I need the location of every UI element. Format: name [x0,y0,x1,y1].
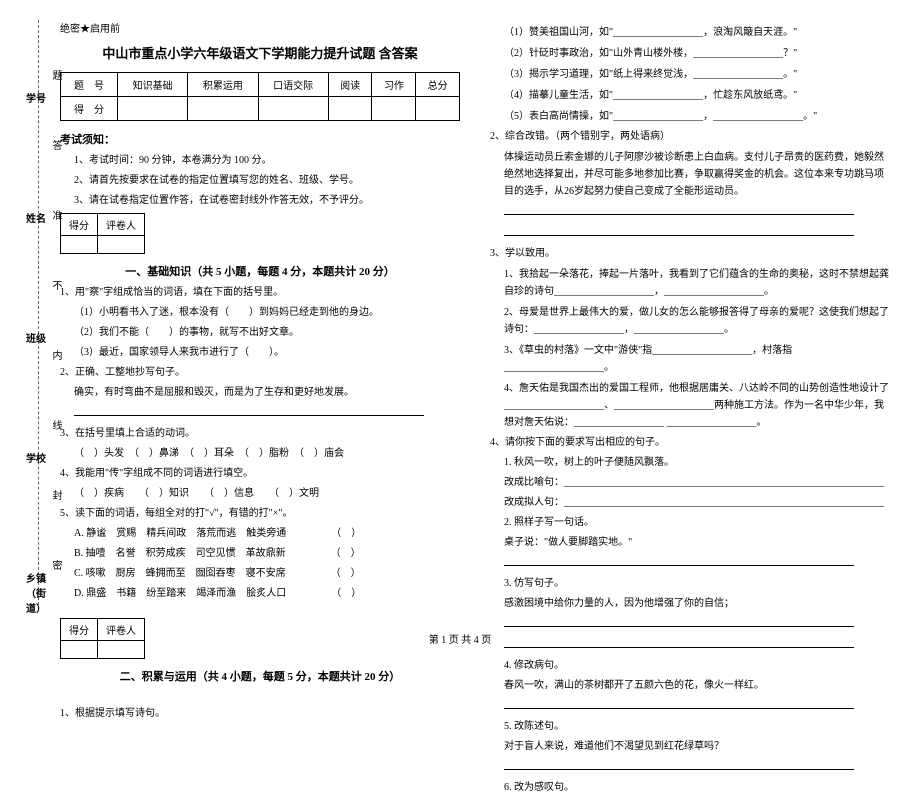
rq4k: 对于盲人来说，难道他们不渴望见到红花绿草吗？ [490,739,890,755]
rq4l: 6. 改为感叹句。 [490,780,890,796]
s2q1: 1、根据提示填写诗句。 [60,706,460,722]
rq4h: 4. 修改病句。 [490,658,890,674]
score-header: 题 号 [61,73,118,97]
score-cell [328,97,372,121]
score-cell [188,97,258,121]
score-cell [258,97,328,121]
rq3b: 2、母爱是世界上最伟大的爱，做儿女的怎么能够报答得了母亲的爱呢？这使我们想起了诗… [490,304,890,338]
section1-title: 一、基础知识（共 5 小题，每题 4 分，本题共计 20 分） [60,263,460,279]
grader-box: 得分 评卷人 [60,213,145,254]
q5-row: B. 抽噎 名誉 积劳成疾 司空见惯 革故鼎新 （ ） [60,546,460,562]
score-header: 总分 [416,73,460,97]
binding-label: 学号 [26,90,46,105]
poem-line: （3）揭示学习道理，如"纸上得来终觉浅，__________________。" [490,66,890,83]
rq4i: 春风一吹，满山的茶树都开了五颜六色的花，像火一样红。 [490,678,890,694]
rq3c: 3、《草虫的村落》一文中"游侠"指____________________，村落… [490,342,890,376]
score-header: 积累运用 [188,73,258,97]
blank-line [490,225,890,242]
binding-margin: 乡镇（街道） 学校 班级 姓名 学号 密 封 线 内 不 准 答 题 [8,0,58,650]
blank-line [490,759,890,776]
rq4e: 桌子说："做人要脚踏实地。" [490,535,890,551]
q1b: （2）我们不能（ ）的事物，就写不出好文章。 [60,325,460,341]
binding-label: 乡镇（街道） [26,570,58,615]
q4a: （ ）疾病 （ ）知识 （ ）信息 （ ）文明 [60,486,460,502]
binding-note: 封 [48,490,63,500]
score-header: 阅读 [328,73,372,97]
rq3d: 4、詹天佑是我国杰出的爱国工程师，他根据居庸关、八达岭不同的山势创造性地设计了_… [490,380,890,431]
page-footer: 第 1 页 共 4 页 [0,631,920,646]
notice-heading: 考试须知： [60,131,460,147]
poem-line: （5）表白高尚情操，如"__________________，_________… [490,108,890,125]
rq2: 2、综合改错。（两个错别字，两处语病） [490,129,890,145]
grader-cell: 得分 [61,214,98,236]
right-column: （1）赞美祖国山河，如"__________________，浪淘风簸自天涯。"… [490,20,890,800]
binding-label: 学校 [26,450,46,465]
binding-dashed-line [38,20,39,610]
rq4g: 感激困境中给你力量的人，因为他增强了你的自信； [490,596,890,612]
binding-note: 题 [48,70,63,80]
q3a: （ ）头发 （ ）鼻涕 （ ）耳朵 （ ）脂粉 （ ）庙会 [60,446,460,462]
notice-item: 2、请首先按要求在试卷的指定位置填写您的姓名、班级、学号。 [60,173,460,189]
score-header: 习作 [372,73,416,97]
rq3a: 1、我拾起一朵落花，捧起一片落叶，我看到了它们蕴含的生命的奥秘，这时不禁想起龚自… [490,266,890,300]
poem-line: （2）针砭时事政治，如"山外青山楼外楼，__________________？" [490,45,890,62]
rq4c: 改成拟人句：__________________________________… [490,495,890,511]
rq4d: 2. 照样子写一句话。 [490,515,890,531]
q5-row: A. 静谧 赏赐 精兵间政 落荒而逃 触类旁通 （ ） [60,526,460,542]
q1c: （3）最近，国家领导人来我市进行了（ ）。 [60,345,460,361]
binding-label: 班级 [26,330,46,345]
q5-row: C. 咳嗽 厨房 蜂拥而至 囫囵吞枣 寝不安席 （ ） [60,566,460,582]
rq3: 3、学以致用。 [490,246,890,262]
notice-item: 1、考试时间：90 分钟，本卷满分为 100 分。 [60,153,460,169]
score-header: 口语交际 [258,73,328,97]
binding-note: 准 [48,210,63,220]
q1a: （1）小明看书入了迷，根本没有（ ）到妈妈已经走到他的身边。 [60,305,460,321]
table-row: 得 分 [61,97,460,121]
binding-note: 线 [48,420,63,430]
poem-line: （4）描摹儿童生活，如"__________________，忙趁东风放纸鸢。" [490,87,890,104]
rq2-text: 体操运动员丘索金娜的儿子阿廖沙被诊断患上白血病。支付儿子昂贵的医药费，她毅然绝然… [490,149,890,200]
exam-title: 中山市重点小学六年级语文下学期能力提升试题 含答案 [60,43,460,62]
binding-label: 姓名 [26,210,46,225]
score-table: 题 号 知识基础 积累运用 口语交际 阅读 习作 总分 得 分 [60,72,460,121]
secret-label: 绝密★启用前 [60,20,460,35]
blank-line [490,698,890,715]
binding-note: 密 [48,560,63,570]
rq4f: 3. 仿写句子。 [490,576,890,592]
rq4: 4、请你按下面的要求写出相应的句子。 [490,435,890,451]
score-cell [416,97,460,121]
q5-row: D. 鼎盛 书籍 纷至踏来 竭泽而渔 脍炙人口 （ ） [60,586,460,602]
grader-cell: 评卷人 [98,214,145,236]
q2: 2、正确、工整地抄写句子。 [60,365,460,381]
grader-cell [61,236,98,254]
score-header: 知识基础 [118,73,188,97]
binding-note: 答 [48,140,63,150]
table-row: 题 号 知识基础 积累运用 口语交际 阅读 习作 总分 [61,73,460,97]
section2-title: 二、积累与运用（共 4 小题，每题 5 分，本题共计 20 分） [60,668,460,684]
poem-line: （1）赞美祖国山河，如"__________________，浪淘风簸自天涯。" [490,24,890,41]
q5: 5、读下面的词语，每组全对的打"√"，有错的打"×"。 [60,506,460,522]
notice-item: 3、请在试卷指定位置作答，在试卷密封线外作答无效，不予评分。 [60,193,460,209]
q1: 1、用"察"字组成恰当的词语，填在下面的括号里。 [60,285,460,301]
binding-note: 不 [48,280,63,290]
grader-cell [98,236,145,254]
q3: 3、在括号里填上合适的动词。 [60,426,460,442]
q4: 4、我能用"传"字组成不同的词语进行填空。 [60,466,460,482]
score-cell [118,97,188,121]
binding-note: 内 [48,350,63,360]
page-body: 绝密★启用前 中山市重点小学六年级语文下学期能力提升试题 含答案 题 号 知识基… [0,0,920,810]
q2-blank [60,405,460,422]
rq4b: 改成比喻句：__________________________________… [490,475,890,491]
left-column: 绝密★启用前 中山市重点小学六年级语文下学期能力提升试题 含答案 题 号 知识基… [60,20,460,800]
blank-line [490,555,890,572]
q2a: 确实，有时弯曲不是屈服和毁灭，而是为了生存和更好地发展。 [60,385,460,401]
rq4a: 1. 秋风一吹，树上的叶子便随风飘落。 [490,455,890,471]
score-row-label: 得 分 [61,97,118,121]
score-cell [372,97,416,121]
blank-line [490,204,890,221]
rq4j: 5. 改陈述句。 [490,719,890,735]
